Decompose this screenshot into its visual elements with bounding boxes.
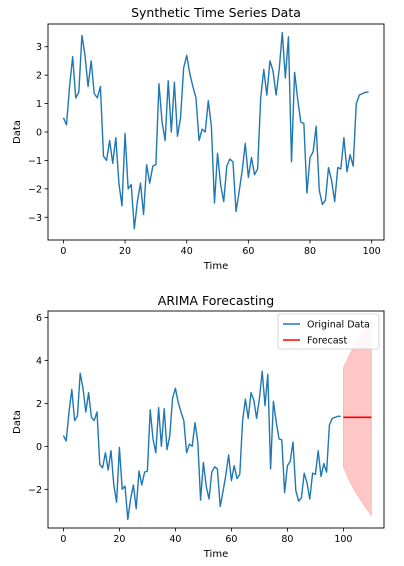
c2-xtick-label: 80 xyxy=(281,534,293,545)
chart1-title: Synthetic Time Series Data xyxy=(131,5,301,20)
c2-xtick-label: 60 xyxy=(225,534,237,545)
c2-ytick-label: 0 xyxy=(36,442,42,453)
c1-xtick-label: 100 xyxy=(363,246,381,257)
chart2-legend: Original Data Forecast xyxy=(277,313,380,350)
c2-xtick-label: 20 xyxy=(113,534,125,545)
c1-xtick-label: 40 xyxy=(181,246,193,257)
chart-synthetic-series: Synthetic Time Series Data 0 20 40 60 80 100−… xyxy=(12,5,385,272)
chart1-xlabel: Time xyxy=(203,261,228,272)
legend-label-original: Original Data xyxy=(307,320,370,331)
chart1-axes-frame xyxy=(47,23,385,241)
c1-ytick-label: 1 xyxy=(36,99,42,110)
c2-ytick-label: 6 xyxy=(36,313,42,324)
c1-xtick-label: 20 xyxy=(119,246,131,257)
c2-xtick-label: 0 xyxy=(60,534,66,545)
c1-xtick-label: 80 xyxy=(304,246,316,257)
c2-ytick-label: −2 xyxy=(28,485,42,496)
c2-ytick-label: 2 xyxy=(36,399,42,410)
legend-label-forecast: Forecast xyxy=(307,336,347,347)
chart2-title: ARIMA Forecasting xyxy=(158,293,274,308)
c1-ytick-label: 3 xyxy=(36,42,42,53)
series-line-original-data xyxy=(62,370,341,521)
chart2-axes-frame xyxy=(47,310,385,529)
c2-xtick-label: 100 xyxy=(334,534,352,545)
series-line-data xyxy=(62,31,369,230)
legend-box xyxy=(277,313,380,350)
c2-xtick-label: 40 xyxy=(169,534,181,545)
c1-ytick-label: −1 xyxy=(28,156,42,167)
c1-ytick-label: −3 xyxy=(28,213,42,224)
c1-xtick-label: 60 xyxy=(242,246,254,257)
c1-xtick-label: 0 xyxy=(60,246,66,257)
chart-arima-forecast: ARIMA Forecasting 0 20 40 60 80 100 −2 0 2 4 6 Ori… xyxy=(12,293,385,560)
c2-ytick-label: 4 xyxy=(36,356,42,367)
chart1-ylabel: Data xyxy=(12,120,23,144)
c1-ytick-label: 0 xyxy=(36,128,42,139)
c1-ytick-label: 2 xyxy=(36,71,42,82)
chart2-xlabel: Time xyxy=(203,549,228,560)
chart2-ylabel: Data xyxy=(12,410,23,434)
c1-ytick-label: −2 xyxy=(28,184,42,195)
